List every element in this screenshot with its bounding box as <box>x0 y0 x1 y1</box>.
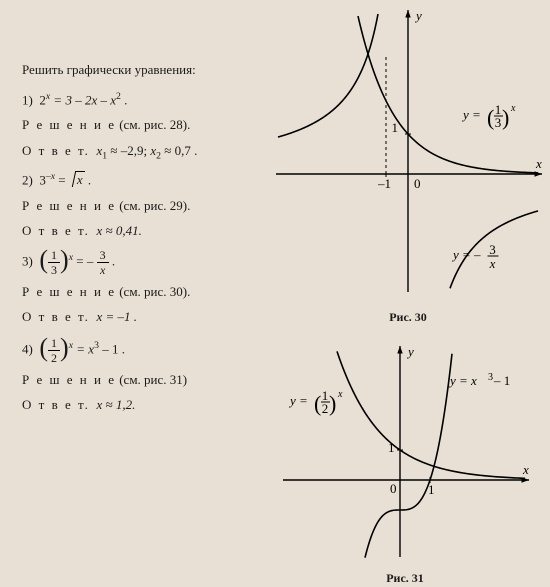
p4-sol-label: Р е ш е н и е <box>22 372 116 387</box>
svg-text:0: 0 <box>390 481 397 496</box>
svg-text:(: ( <box>487 105 494 130</box>
p2-rhs-var: x <box>77 172 83 187</box>
graph-30-caption: Рис. 30 <box>268 310 548 325</box>
svg-text:x: x <box>522 462 529 477</box>
text-column: Решить графически уравнения: 1) 2x = 3 –… <box>0 0 260 587</box>
graphs-column: yx0–11y = (13)xy = –3x Рис. 30 yx011y = … <box>260 0 550 587</box>
svg-text:2: 2 <box>322 401 329 416</box>
svg-text:(: ( <box>314 391 321 416</box>
svg-text:y =: y = <box>288 393 308 408</box>
svg-text:y = –: y = – <box>451 247 481 262</box>
p3-fnum: 1 <box>48 249 60 263</box>
p3-rnum: 3 <box>97 249 109 263</box>
svg-text:x: x <box>510 103 516 114</box>
p4-sol-ref: (см. рис. 31) <box>119 372 187 387</box>
svg-text:3: 3 <box>488 372 493 383</box>
p3-rhs-sign: = – <box>76 253 93 268</box>
p1-ans-label: О т в е т. <box>22 143 90 158</box>
p4-fden: 2 <box>48 351 60 364</box>
p4-exp: x <box>69 340 73 351</box>
p2-lhs-exp: –x <box>46 171 55 182</box>
p2-sol-ref: (см. рис. 29). <box>119 198 190 213</box>
svg-text:x: x <box>489 256 496 271</box>
p3-solution: Р е ш е н и е (см. рис. 30). <box>22 282 250 302</box>
p1-x1v: ≈ –2,9; <box>107 143 147 158</box>
svg-text:): ) <box>502 105 509 130</box>
svg-text:x: x <box>535 156 542 171</box>
p4-rhs: = x <box>76 341 94 356</box>
p1-sol-label: Р е ш е н и е <box>22 117 116 132</box>
p3-rden: x <box>97 263 109 276</box>
svg-text:– 1: – 1 <box>493 373 510 388</box>
svg-text:): ) <box>329 391 336 416</box>
p1-sol-ref: (см. рис. 28). <box>119 117 190 132</box>
p4-num: 4) <box>22 341 33 356</box>
svg-text:y: y <box>414 8 422 23</box>
svg-text:0: 0 <box>414 176 421 191</box>
p3-sol-ref: (см. рис. 30). <box>119 284 190 299</box>
graph-30: yx0–11y = (13)xy = –3x Рис. 30 <box>268 4 548 325</box>
svg-text:y: y <box>406 344 414 359</box>
p2-num: 2) <box>22 172 33 187</box>
p1-rhs-exp: 2 <box>116 91 121 102</box>
p1-lhs-exp: x <box>46 91 50 102</box>
p3-fden: 3 <box>48 263 60 276</box>
p2-answer: О т в е т. x ≈ 0,41. <box>22 221 250 241</box>
p2-solution: Р е ш е н и е (см. рис. 29). <box>22 196 250 216</box>
p3-answer: О т в е т. x = –1 . <box>22 307 250 327</box>
p1-rhs: = 3 – 2x – x <box>53 92 116 107</box>
p1-num: 1) <box>22 92 33 107</box>
svg-text:3: 3 <box>495 115 502 130</box>
p4-answer: О т в е т. x ≈ 1,2. <box>22 395 250 415</box>
svg-text:y =: y = <box>461 107 481 122</box>
p3-ans: x = –1 . <box>96 309 137 324</box>
svg-text:1: 1 <box>392 120 399 135</box>
p3-equation: 3) (13)x = – 3x . <box>22 249 250 276</box>
p1-solution: Р е ш е н и е (см. рис. 28). <box>22 115 250 135</box>
p2-equation: 2) 3–x = x . <box>22 170 250 190</box>
p1-answer: О т в е т. x1 ≈ –2,9; x2 ≈ 0,7 . <box>22 141 250 164</box>
p1-equation: 1) 2x = 3 – 2x – x2 . <box>22 90 250 110</box>
p4-fnum: 1 <box>48 337 60 351</box>
p1-x2v: ≈ 0,7 . <box>161 143 197 158</box>
p4-ans: x ≈ 1,2. <box>96 397 135 412</box>
svg-text:y = x: y = x <box>448 373 477 388</box>
p4-solution: Р е ш е н и е (см. рис. 31) <box>22 370 250 390</box>
svg-text:–1: –1 <box>377 176 391 191</box>
p3-ans-label: О т в е т. <box>22 309 90 324</box>
p2-sol-label: Р е ш е н и е <box>22 198 116 213</box>
p4-rhs-tail: – 1 . <box>99 341 125 356</box>
p2-ans-label: О т в е т. <box>22 223 90 238</box>
p3-num: 3) <box>22 253 33 268</box>
header: Решить графически уравнения: <box>22 60 250 80</box>
p2-ans: x ≈ 0,41. <box>96 223 141 238</box>
p4-ans-label: О т в е т. <box>22 397 90 412</box>
p3-sol-label: Р е ш е н и е <box>22 284 116 299</box>
p4-equation: 4) (12)x = x3 – 1 . <box>22 337 250 364</box>
p3-exp: x <box>69 252 73 263</box>
svg-text:x: x <box>337 389 343 400</box>
svg-text:3: 3 <box>489 242 496 257</box>
graph-31-caption: Рис. 31 <box>275 571 535 586</box>
graph-31: yx011y = (12)xy = x3 – 1 Рис. 31 <box>275 340 535 586</box>
